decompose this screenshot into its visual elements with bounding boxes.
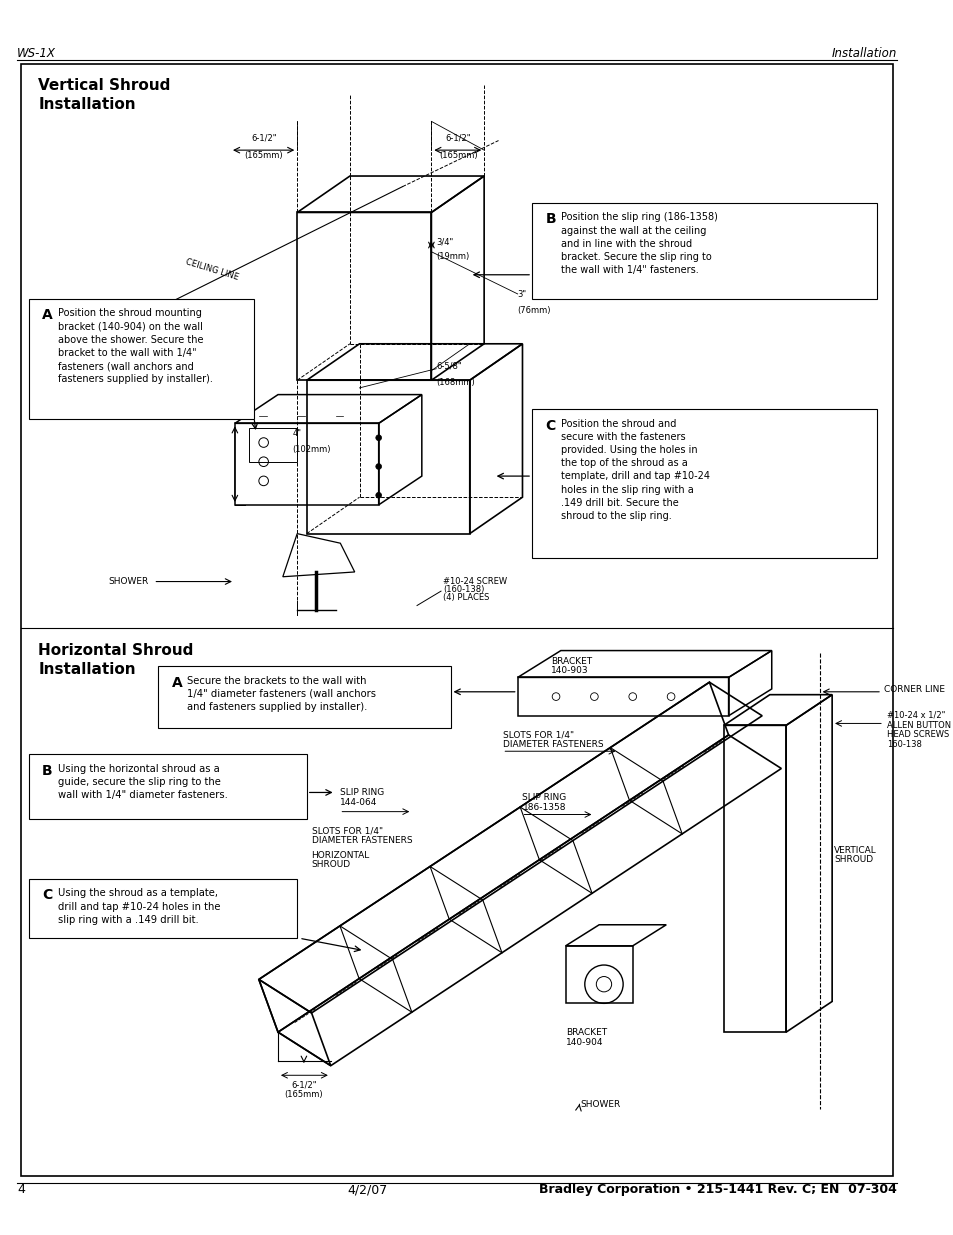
Text: SLIP RING: SLIP RING: [340, 788, 384, 798]
Text: Vertical Shroud
Installation: Vertical Shroud Installation: [38, 78, 171, 112]
Text: SHOWER: SHOWER: [579, 1100, 619, 1109]
Text: Position the shroud and
secure with the fasteners
provided. Using the holes in
t: Position the shroud and secure with the …: [560, 419, 709, 521]
Text: 4": 4": [292, 429, 301, 437]
Text: 186-1358: 186-1358: [522, 803, 565, 811]
Text: SLIP RING: SLIP RING: [522, 793, 566, 802]
Text: B: B: [545, 212, 556, 226]
Bar: [29, 299, 253, 419]
Text: DIAMETER FASTENERS: DIAMETER FASTENERS: [503, 740, 603, 750]
Text: (165mm): (165mm): [284, 1089, 323, 1099]
Text: Position the shroud mounting
bracket (140-904) on the wall
above the shower. Sec: Position the shroud mounting bracket (14…: [57, 309, 213, 384]
Text: A: A: [172, 676, 182, 689]
Text: SHROUD: SHROUD: [833, 856, 872, 864]
Circle shape: [375, 435, 381, 441]
Bar: [249, 429, 297, 462]
Text: CEILING LINE: CEILING LINE: [184, 258, 239, 283]
Text: Installation: Installation: [831, 47, 897, 59]
Text: 140-904: 140-904: [565, 1037, 602, 1046]
Text: (19mm): (19mm): [436, 252, 469, 261]
Text: (102mm): (102mm): [292, 446, 331, 454]
Text: 6-1/2": 6-1/2": [291, 1081, 316, 1089]
Text: SHOWER: SHOWER: [109, 577, 149, 587]
Text: 160-138: 160-138: [886, 740, 921, 748]
Text: 4: 4: [17, 1183, 25, 1195]
Text: BRACKET: BRACKET: [565, 1028, 606, 1037]
Text: (165mm): (165mm): [244, 151, 283, 161]
Text: CORNER LINE: CORNER LINE: [883, 685, 943, 694]
Text: 6-1/2": 6-1/2": [445, 133, 471, 142]
Text: VERTICAL: VERTICAL: [833, 846, 876, 855]
Text: HEAD SCREWS: HEAD SCREWS: [886, 730, 948, 739]
Text: 4/2/07: 4/2/07: [347, 1183, 387, 1195]
Text: 3/4": 3/4": [436, 237, 453, 247]
Text: C: C: [42, 888, 52, 903]
Bar: [158, 666, 450, 729]
Text: A: A: [42, 309, 52, 322]
Text: HORIZONTAL: HORIZONTAL: [312, 851, 370, 860]
Text: Using the horizontal shroud as a
guide, secure the slip ring to the
wall with 1/: Using the horizontal shroud as a guide, …: [57, 763, 227, 800]
Text: SLOTS FOR 1/4": SLOTS FOR 1/4": [503, 731, 574, 740]
Text: 140-903: 140-903: [551, 666, 588, 674]
Text: Position the slip ring (186-1358)
against the wall at the ceiling
and in line wi: Position the slip ring (186-1358) agains…: [560, 212, 717, 275]
Bar: [29, 879, 297, 939]
Text: SLOTS FOR 1/4": SLOTS FOR 1/4": [312, 826, 382, 836]
Text: Horizontal Shroud
Installation: Horizontal Shroud Installation: [38, 643, 193, 677]
Text: Bradley Corporation • 215-1441 Rev. C; EN  07-304: Bradley Corporation • 215-1441 Rev. C; E…: [538, 1183, 897, 1195]
Text: 3": 3": [517, 290, 526, 299]
Text: BRACKET: BRACKET: [551, 657, 592, 666]
Text: Secure the brackets to the wall with
1/4" diameter fasteners (wall anchors
and f: Secure the brackets to the wall with 1/4…: [187, 676, 375, 711]
Text: (168mm): (168mm): [436, 378, 475, 388]
Text: 6-5/8": 6-5/8": [436, 362, 461, 370]
Text: SHROUD: SHROUD: [312, 860, 351, 869]
Text: (4) PLACES: (4) PLACES: [442, 593, 489, 601]
Bar: [532, 409, 876, 557]
Circle shape: [375, 463, 381, 469]
Text: ALLEN BUTTON: ALLEN BUTTON: [886, 720, 950, 730]
Text: #10-24 SCREW: #10-24 SCREW: [442, 577, 506, 587]
Text: (76mm): (76mm): [517, 306, 551, 315]
Bar: [29, 755, 307, 819]
Text: #10-24 x 1/2": #10-24 x 1/2": [886, 711, 944, 720]
Text: B: B: [42, 763, 52, 778]
Text: 144-064: 144-064: [340, 798, 377, 806]
Text: WS-1X: WS-1X: [17, 47, 56, 59]
Text: C: C: [545, 419, 556, 432]
Text: Using the shroud as a template,
drill and tap #10-24 holes in the
slip ring with: Using the shroud as a template, drill an…: [57, 888, 220, 925]
Circle shape: [375, 493, 381, 498]
Text: (160-138): (160-138): [442, 585, 484, 594]
Text: 6-1/2": 6-1/2": [251, 133, 276, 142]
Text: (165mm): (165mm): [438, 151, 477, 161]
Text: DIAMETER FASTENERS: DIAMETER FASTENERS: [312, 836, 412, 845]
Bar: [532, 203, 876, 299]
